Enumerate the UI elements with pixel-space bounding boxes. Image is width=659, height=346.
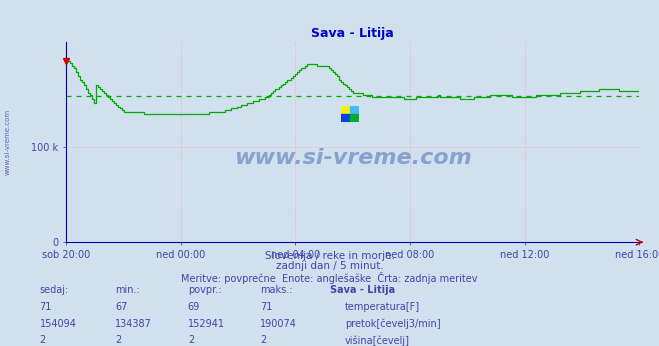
Title: Sava - Litija: Sava - Litija <box>311 27 394 40</box>
Text: 152941: 152941 <box>188 319 225 329</box>
Text: www.si-vreme.com: www.si-vreme.com <box>234 148 471 168</box>
Text: povpr.:: povpr.: <box>188 285 221 295</box>
Bar <box>350 114 359 122</box>
Text: zadnji dan / 5 minut.: zadnji dan / 5 minut. <box>275 261 384 271</box>
Bar <box>341 114 350 122</box>
Text: min.:: min.: <box>115 285 140 295</box>
Text: 2: 2 <box>260 335 266 345</box>
Text: 2: 2 <box>40 335 45 345</box>
Text: 67: 67 <box>115 302 128 312</box>
Text: pretok[čevelj3/min]: pretok[čevelj3/min] <box>345 319 440 329</box>
Text: 69: 69 <box>188 302 200 312</box>
Text: 154094: 154094 <box>40 319 76 329</box>
Text: Meritve: povprečne  Enote: anglešaške  Črta: zadnja meritev: Meritve: povprečne Enote: anglešaške Črt… <box>181 272 478 284</box>
Text: www.si-vreme.com: www.si-vreme.com <box>5 109 11 175</box>
Text: sedaj:: sedaj: <box>40 285 69 295</box>
Text: 71: 71 <box>40 302 52 312</box>
Text: višina[čevelj]: višina[čevelj] <box>345 335 410 346</box>
Text: 71: 71 <box>260 302 273 312</box>
Text: 190074: 190074 <box>260 319 297 329</box>
Text: maks.:: maks.: <box>260 285 293 295</box>
Text: 2: 2 <box>188 335 194 345</box>
Bar <box>341 106 350 114</box>
Text: Sava - Litija: Sava - Litija <box>330 285 395 295</box>
Text: Slovenija / reke in morje.: Slovenija / reke in morje. <box>264 251 395 261</box>
Bar <box>350 106 359 114</box>
Text: 134387: 134387 <box>115 319 152 329</box>
Text: temperatura[F]: temperatura[F] <box>345 302 420 312</box>
Text: 2: 2 <box>115 335 121 345</box>
